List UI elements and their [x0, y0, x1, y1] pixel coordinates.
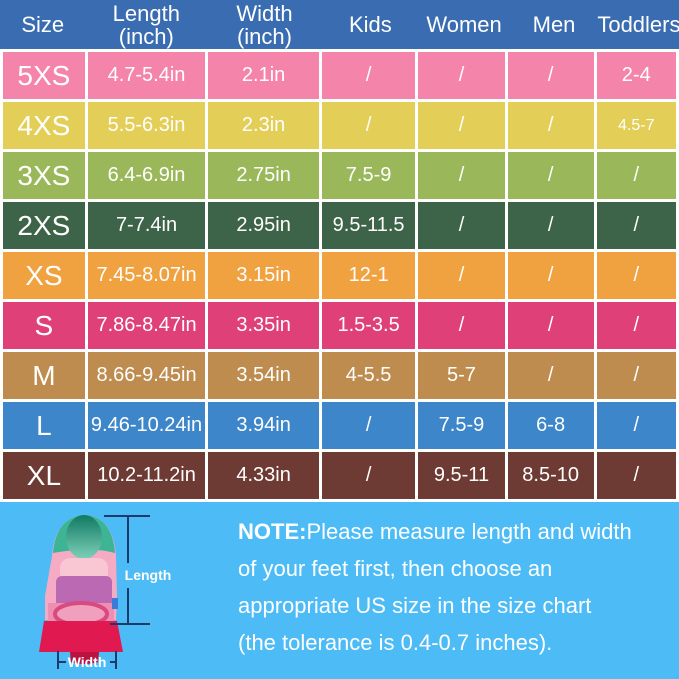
men-cell: /: [508, 102, 597, 149]
length-cell: 4.7-5.4in: [88, 52, 209, 99]
toddlers-cell: /: [633, 414, 640, 436]
size-cell: M: [3, 352, 88, 399]
toddlers-cell: /: [633, 364, 640, 386]
fin-tip-inner-oval: [66, 515, 102, 559]
women-cell: /: [418, 302, 508, 349]
table-row: XL 10.2-11.2in 4.33in/9.5-11 8.5-10/: [3, 452, 676, 502]
table-row: 4XS 5.5-6.3in 2.3in / //4.5-7: [3, 102, 676, 152]
men-cell: /: [508, 252, 597, 299]
width-cell: 3.15in: [208, 252, 322, 299]
length-dimension-arrow: [104, 515, 150, 625]
kids-cell: /: [322, 402, 419, 449]
note-text: NOTE:Please measure length and width of …: [238, 513, 632, 661]
note-line: appropriate US size in the size chart: [238, 593, 592, 618]
fin-purple-band: [56, 576, 112, 608]
table-row: M 8.66-9.45in 3.54in 4-5.5 5-7//: [3, 352, 676, 402]
width-cell: 3.94in: [208, 402, 322, 449]
table-row: 3XS 6.4-6.9in 2.75in 7.5-9// /: [3, 152, 676, 202]
kids-cell: 7.5-9: [322, 152, 419, 199]
note-label: NOTE:: [238, 519, 307, 544]
size-cell: 2XS: [3, 202, 88, 249]
men-cell: 8.5-10: [508, 452, 597, 499]
length-cell: 9.46-10.24in: [88, 402, 209, 449]
column-header-size: Size: [21, 12, 65, 37]
size-cell: 4XS: [3, 102, 88, 149]
kids-cell: 12-1: [322, 252, 419, 299]
length-cell: 6.4-6.9in: [88, 152, 209, 199]
toddlers-cell: /: [633, 164, 640, 186]
fin-heel-tab: [70, 652, 99, 664]
men-cell: 6-8: [508, 402, 597, 449]
column-header-women: Women: [426, 12, 502, 37]
length-cell: 8.66-9.45in: [88, 352, 209, 399]
kids-cell: 1.5-3.5: [322, 302, 419, 349]
men-cell: /: [508, 52, 597, 99]
women-cell: /: [418, 52, 508, 99]
column-header-toddlers: Toddlers: [597, 12, 679, 37]
note-line: NOTE:Please measure length and width: [238, 519, 632, 544]
note-line: of your feet first, then choose an: [238, 556, 553, 581]
width-cell: 2.95in: [208, 202, 322, 249]
length-cell: 7.86-8.47in: [88, 302, 209, 349]
fin-red-base: [39, 621, 123, 652]
men-cell: /: [508, 302, 597, 349]
toddlers-cell: /: [633, 464, 640, 486]
width-cell: 4.33in: [208, 452, 322, 499]
kids-cell: /: [322, 102, 419, 149]
men-cell: /: [508, 202, 597, 249]
kids-cell: 9.5-11.5: [322, 202, 419, 249]
column-header-kids: Kids: [348, 12, 392, 37]
women-cell: 9.5-11: [418, 452, 508, 499]
women-cell: 7.5-9: [418, 402, 508, 449]
men-cell: /: [508, 152, 597, 199]
note-line: (the tolerance is 0.4-0.7 inches).: [238, 630, 553, 655]
table-row: 5XS 4.7-5.4in 2.1in / //2-4: [3, 52, 676, 102]
size-cell: L: [3, 402, 88, 449]
men-cell: /: [508, 352, 597, 399]
length-cell: 7-7.4in: [88, 202, 209, 249]
length-cell: 10.2-11.2in: [88, 452, 209, 499]
width-cell: 2.3in: [208, 102, 322, 149]
size-cell: XL: [3, 452, 88, 499]
width-cell: 2.75in: [208, 152, 322, 199]
width-cell: 3.35in: [208, 302, 322, 349]
women-cell: /: [418, 202, 508, 249]
toddlers-cell: /: [633, 264, 640, 286]
toddlers-cell: 2-4: [621, 64, 651, 86]
size-cell: 5XS: [3, 52, 88, 99]
toddlers-cell: 4.5-7: [618, 116, 655, 134]
kids-cell: /: [322, 52, 419, 99]
length-label: Length: [125, 567, 172, 583]
table-row: L 9.46-10.24in 3.94in/7.5-9 6-8/: [3, 402, 676, 452]
table-row: S 7.86-8.47in 3.35in 1.5-3.5// /: [3, 302, 676, 352]
women-cell: 5-7: [418, 352, 508, 399]
table-header-row: Size Length (inch) Width (inch) Kids Wom…: [0, 0, 679, 49]
column-header-width: Width (inch): [236, 0, 293, 49]
toddlers-cell: /: [633, 314, 640, 336]
width-label: Width: [68, 654, 107, 670]
toddlers-cell: /: [633, 214, 640, 236]
fin-illustration: Length Width: [39, 515, 172, 670]
width-cell: 2.1in: [208, 52, 322, 99]
fin-side-notch: [112, 598, 118, 609]
column-header-men: Men: [532, 12, 576, 37]
column-header-length: Length (inch): [112, 0, 180, 49]
kids-cell: 4-5.5: [322, 352, 419, 399]
women-cell: /: [418, 152, 508, 199]
width-dimension-arrow: [57, 651, 117, 669]
women-cell: /: [418, 102, 508, 149]
table-row: 2XS 7-7.4in 2.95in 9.5-11.5// /: [3, 202, 676, 252]
size-cell: 3XS: [3, 152, 88, 199]
kids-cell: /: [322, 452, 419, 499]
women-cell: /: [418, 252, 508, 299]
size-cell: XS: [3, 252, 88, 299]
size-cell: S: [3, 302, 88, 349]
length-cell: 7.45-8.07in: [88, 252, 209, 299]
note-section: Length Width NOTE:Please measure length …: [0, 502, 679, 679]
table-row: XS 7.45-8.07in 3.15in 12-1// /: [3, 252, 676, 302]
width-cell: 3.54in: [208, 352, 322, 399]
length-cell: 5.5-6.3in: [88, 102, 209, 149]
size-table-body: 5XS 4.7-5.4in 2.1in / //2-4 4XS 5.5-6.3in 2.3in…: [0, 49, 679, 502]
